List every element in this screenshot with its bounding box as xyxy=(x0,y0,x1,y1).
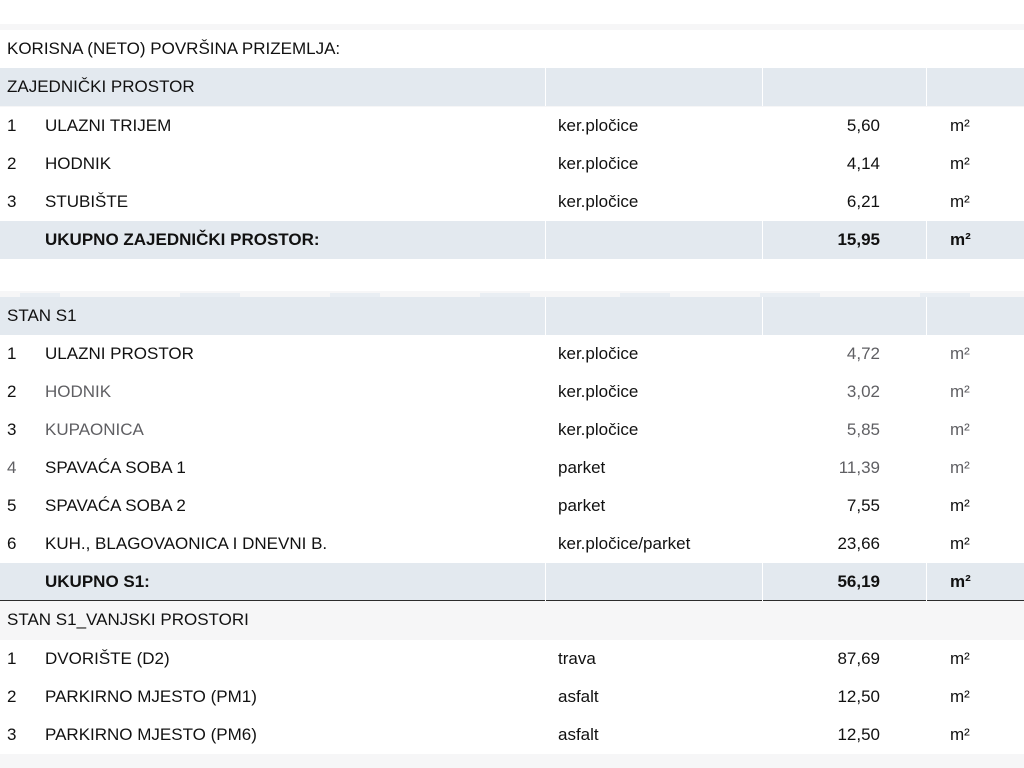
total-area: 56,19 xyxy=(837,572,880,591)
table-row: 1 ULAZNI PROSTOR ker.pločice 4,72 m² xyxy=(0,335,1024,373)
floor-material: ker.pločice xyxy=(558,420,639,439)
row-number: 2 xyxy=(7,687,17,706)
total-label: UKUPNO S1: xyxy=(45,572,150,591)
room-name: HODNIK xyxy=(45,382,112,401)
row-number: 4 xyxy=(7,458,17,477)
room-area: 23,66 xyxy=(837,534,880,553)
area-unit: m² xyxy=(950,344,970,363)
row-number: 1 xyxy=(7,649,17,668)
total-unit: m² xyxy=(950,230,971,249)
floor-material: ker.pločice/parket xyxy=(558,534,691,553)
row-number: 3 xyxy=(7,192,17,211)
room-name: PARKIRNO MJESTO (PM1) xyxy=(45,687,257,706)
room-area: 3,02 xyxy=(846,382,880,401)
room-area: 11,39 xyxy=(838,458,880,477)
room-area: 5,60 xyxy=(846,116,880,135)
table-row: 3 STUBIŠTE ker.pločice 6,21 m² xyxy=(0,183,1024,221)
area-unit: m² xyxy=(950,649,970,668)
area-unit: m² xyxy=(950,420,970,439)
section-spacer xyxy=(0,259,1024,291)
total-label: UKUPNO ZAJEDNIČKI PROSTOR: xyxy=(45,230,320,249)
total-row-s1: UKUPNO S1: 56,19 m² xyxy=(0,563,1024,601)
room-name: KUPAONICA xyxy=(45,420,144,439)
room-area: 12,50 xyxy=(837,725,880,744)
row-number: 1 xyxy=(7,344,17,363)
area-unit: m² xyxy=(950,534,970,553)
table-heading: KORISNA (NETO) POVRŠINA PRIZEMLJA: xyxy=(7,39,341,58)
floor-material: ker.pločice xyxy=(558,154,639,173)
room-area: 6,21 xyxy=(846,192,880,211)
table-row: 4 SPAVAĆA SOBA 1 parket 11,39 m² xyxy=(0,449,1024,487)
floor-material: asfalt xyxy=(558,687,599,706)
room-name: PARKIRNO MJESTO (PM6) xyxy=(45,725,257,744)
top-margin xyxy=(0,0,1024,24)
table-row: 2 HODNIK ker.pločice 4,14 m² xyxy=(0,145,1024,183)
room-name: HODNIK xyxy=(45,154,112,173)
room-name: STUBIŠTE xyxy=(45,192,129,211)
table-row: 6 KUH., BLAGOVAONICA I DNEVNI B. ker.plo… xyxy=(0,525,1024,563)
floor-material: parket xyxy=(558,496,606,515)
room-name: DVORIŠTE (D2) xyxy=(45,649,170,668)
section-title-row-s1-outdoor: STAN S1_VANJSKI PROSTORI xyxy=(0,601,1024,639)
room-name: KUH., BLAGOVAONICA I DNEVNI B. xyxy=(45,534,328,553)
section-title-row-s1: STAN S1 xyxy=(0,297,1024,335)
floor-material: asfalt xyxy=(558,725,599,744)
floor-material: trava xyxy=(558,649,596,668)
table-row: 3 PARKIRNO MJESTO (PM6) asfalt 12,50 m² xyxy=(0,716,1024,754)
section-title-common: ZAJEDNIČKI PROSTOR xyxy=(7,77,195,96)
area-unit: m² xyxy=(950,116,970,135)
section-title-s1: STAN S1 xyxy=(7,306,77,325)
room-area: 4,14 xyxy=(846,154,880,173)
table-row: 5 SPAVAĆA SOBA 2 parket 7,55 m² xyxy=(0,487,1024,525)
floor-material: ker.pločice xyxy=(558,192,639,211)
total-unit: m² xyxy=(950,572,971,591)
area-unit: m² xyxy=(950,382,970,401)
row-number: 6 xyxy=(7,534,17,553)
area-unit: m² xyxy=(950,725,970,744)
area-unit: m² xyxy=(950,458,970,477)
row-number: 2 xyxy=(7,382,17,401)
room-name: ULAZNI TRIJEM xyxy=(45,116,172,135)
room-area: 87,69 xyxy=(837,649,880,668)
row-number: 1 xyxy=(7,116,17,135)
area-unit: m² xyxy=(950,496,970,515)
table-row: 3 KUPAONICA ker.pločice 5,85 m² xyxy=(0,411,1024,449)
room-area: 4,72 xyxy=(846,344,880,363)
total-row-common: UKUPNO ZAJEDNIČKI PROSTOR: 15,95 m² xyxy=(0,221,1024,259)
room-name: SPAVAĆA SOBA 2 xyxy=(45,496,186,515)
area-unit: m² xyxy=(950,192,970,211)
table-row: 2 HODNIK ker.pločice 3,02 m² xyxy=(0,373,1024,411)
row-number: 3 xyxy=(7,725,17,744)
total-area: 15,95 xyxy=(837,230,880,249)
room-area: 7,55 xyxy=(846,496,880,515)
row-number: 3 xyxy=(7,420,17,439)
table-heading-row: KORISNA (NETO) POVRŠINA PRIZEMLJA: xyxy=(0,30,1024,68)
room-area: 12,50 xyxy=(837,687,880,706)
room-area: 5,85 xyxy=(846,420,880,439)
table-row: 2 PARKIRNO MJESTO (PM1) asfalt 12,50 m² xyxy=(0,678,1024,716)
row-number: 5 xyxy=(7,496,17,515)
table-row: 1 DVORIŠTE (D2) trava 87,69 m² xyxy=(0,640,1024,678)
area-unit: m² xyxy=(950,687,970,706)
table-row: 1 ULAZNI TRIJEM ker.pločice 5,60 m² xyxy=(0,107,1024,145)
section-title-row-common: ZAJEDNIČKI PROSTOR xyxy=(0,68,1024,106)
area-unit: m² xyxy=(950,154,970,173)
room-name: SPAVAĆA SOBA 1 xyxy=(45,458,186,477)
section-title-s1-outdoor: STAN S1_VANJSKI PROSTORI xyxy=(7,610,249,629)
floor-material: ker.pločice xyxy=(558,116,639,135)
floor-material: ker.pločice xyxy=(558,344,639,363)
floor-material: parket xyxy=(558,458,606,477)
room-name: ULAZNI PROSTOR xyxy=(45,344,194,363)
floor-material: ker.pločice xyxy=(558,382,639,401)
row-number: 2 xyxy=(7,154,17,173)
